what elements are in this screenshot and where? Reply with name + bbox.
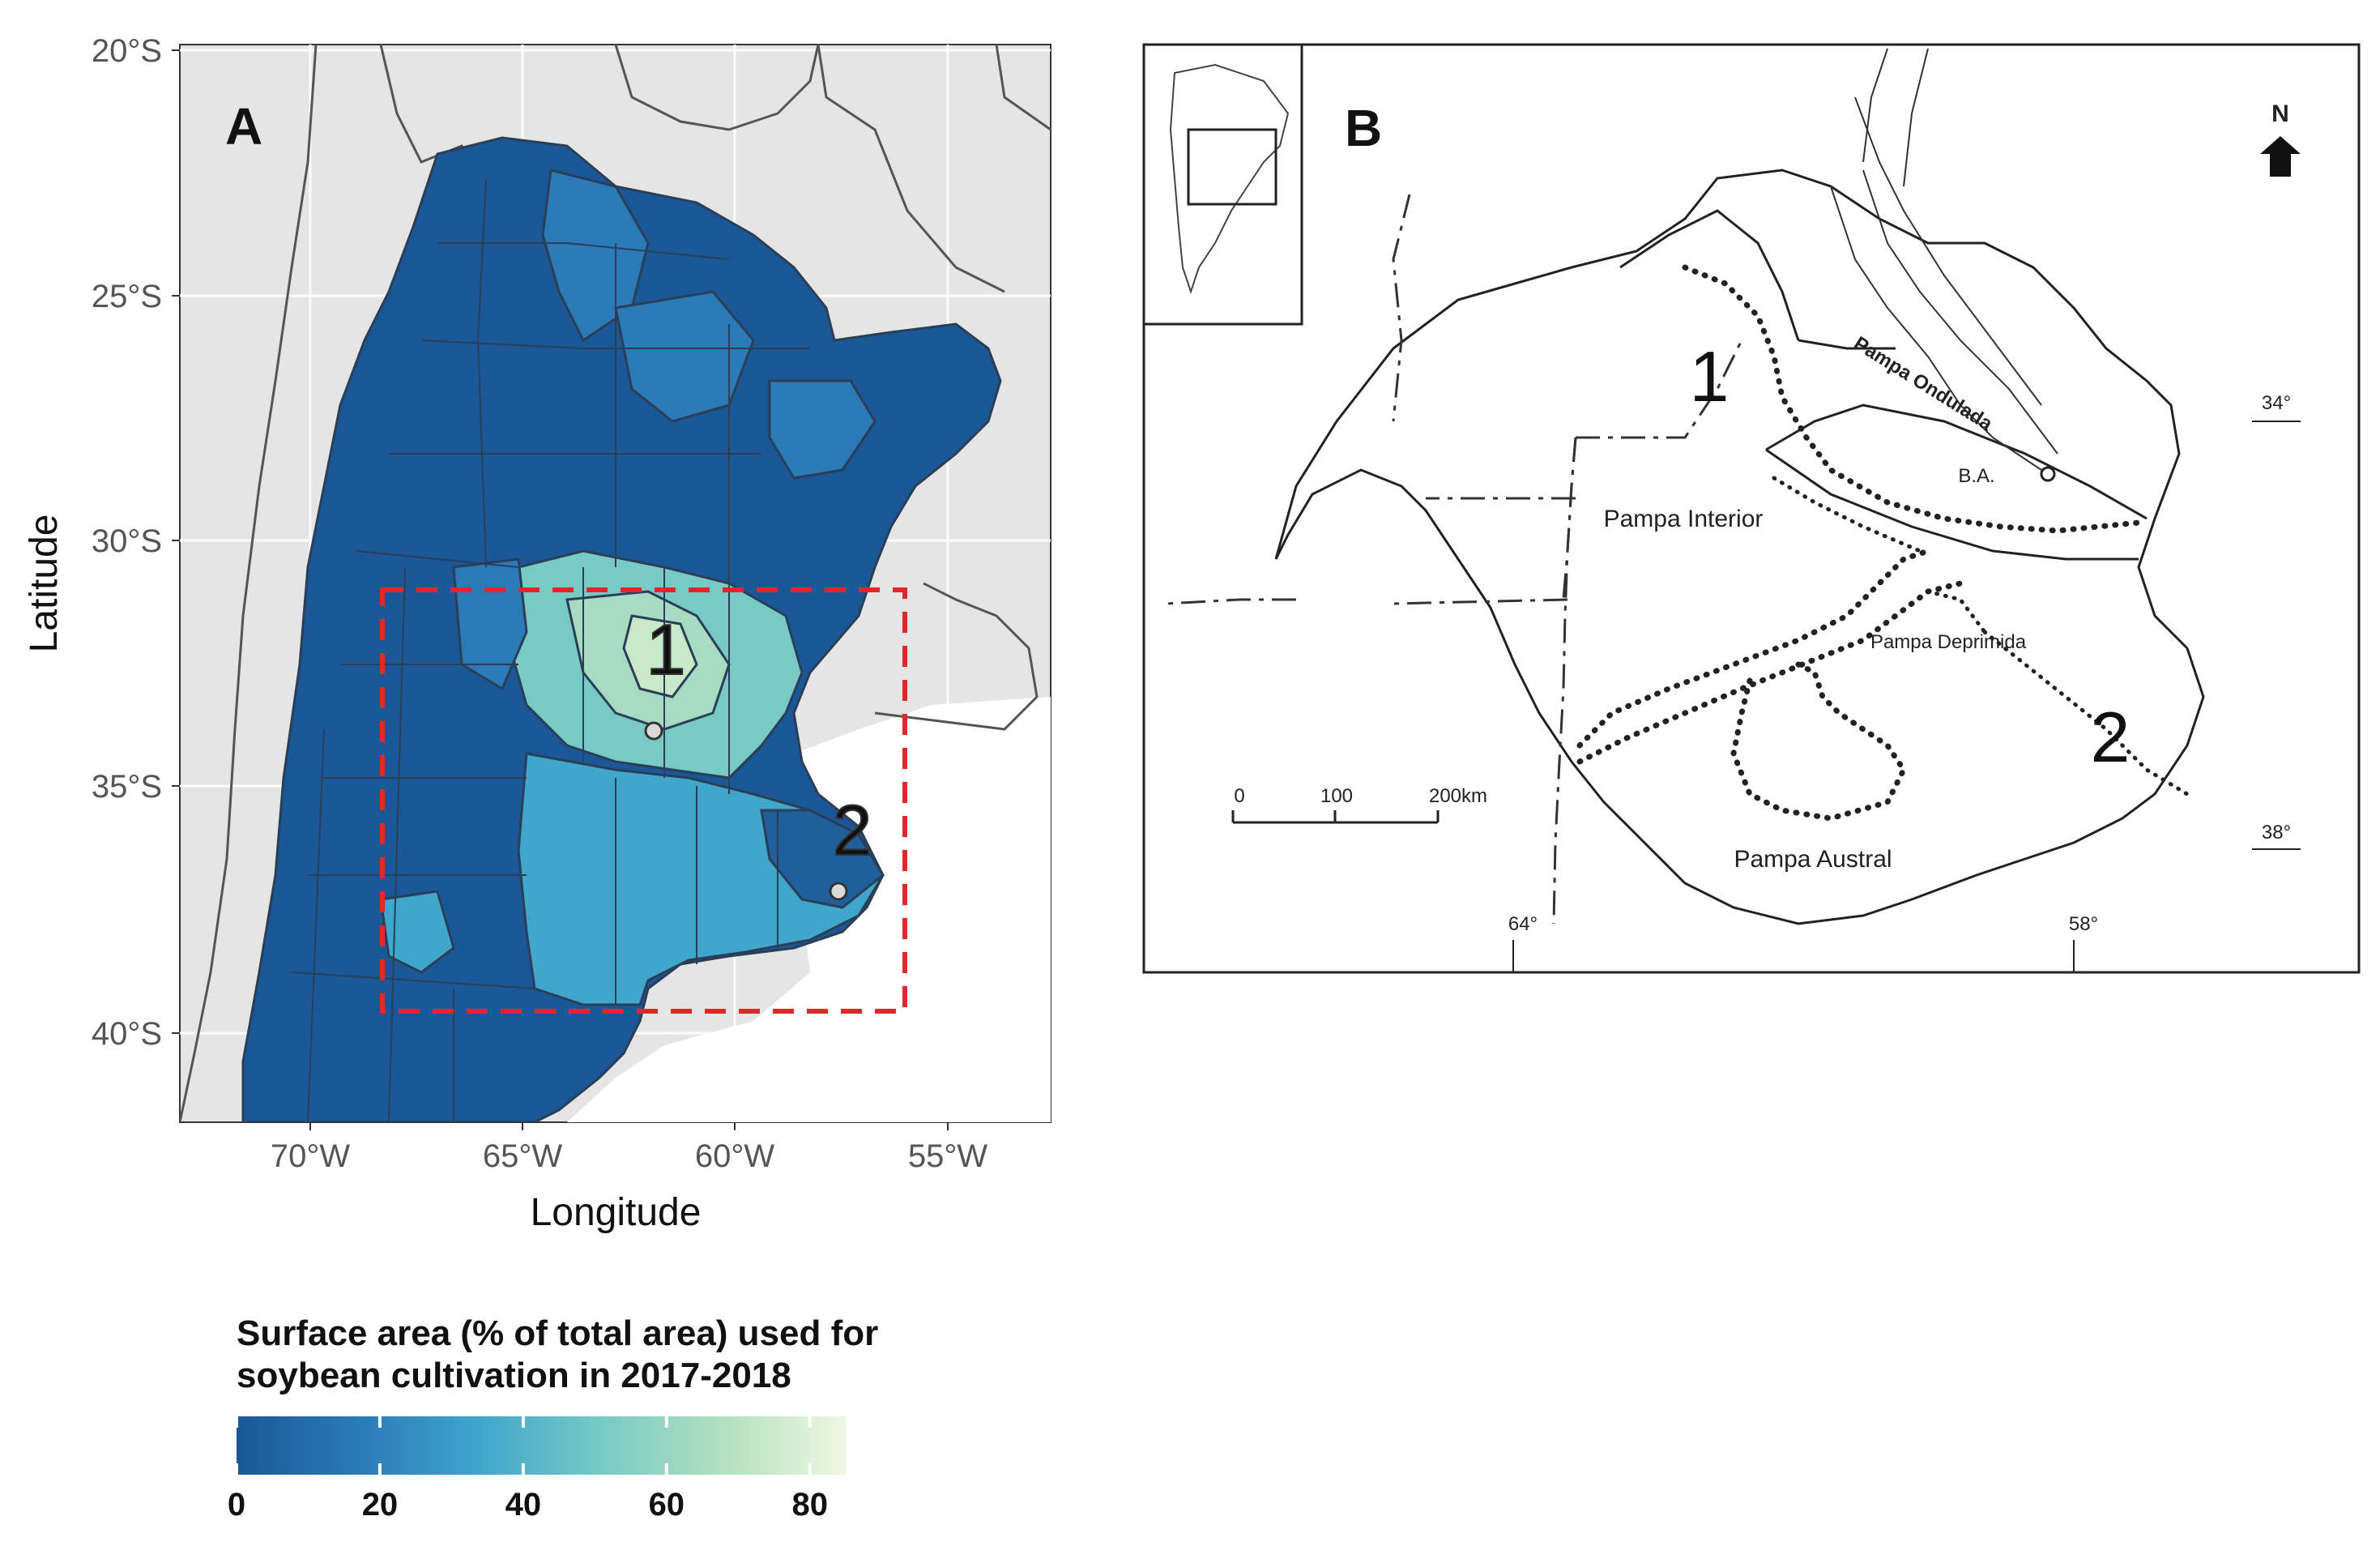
inset-locator-box <box>1187 128 1277 206</box>
panel-a-x-tick-labels: 70°W 65°W 60°W 55°W <box>271 1138 987 1174</box>
legend-tick-label: 20 <box>362 1487 399 1523</box>
north-arrow-icon <box>2260 136 2301 177</box>
inset-frame <box>1144 45 1303 326</box>
north-label: N <box>2271 100 2289 127</box>
scale-bar: 0 100 200km <box>1231 785 1487 824</box>
province-corrientes <box>768 379 877 480</box>
sub-region-fine-dotted <box>1772 476 2190 796</box>
city-label: B.A. <box>1958 465 1994 487</box>
panel-b-site-1-label: 1 <box>1690 336 1730 416</box>
y-tick-label: 40°S <box>92 1016 162 1052</box>
panel-b-frame <box>1142 43 2361 974</box>
inset-map <box>1144 45 1303 326</box>
y-tick-label: 30°S <box>92 523 162 559</box>
legend-tick-labels: 0 20 40 60 80 <box>228 1487 828 1523</box>
province-cordoba-west <box>452 557 528 691</box>
scale-tick-label: 100 <box>1320 785 1353 807</box>
inset-country-outline <box>1169 63 1290 295</box>
province-core-lightest <box>622 614 698 698</box>
province-west-mid <box>379 890 455 974</box>
panel-a-site-1-label: 1 <box>646 609 686 690</box>
legend-title-line-1: Surface area (% of total area) used for <box>237 1313 878 1353</box>
panel-b: B N 1 2 Pampa Ondulada Pampa Interior Pa… <box>1142 43 2361 974</box>
lat-label: 34° <box>2262 392 2291 414</box>
x-tick-label: 65°W <box>483 1138 562 1174</box>
scale-tick-label: 0 <box>1234 785 1244 807</box>
legend-title-line-2: soybean cultivation in 2017-2018 <box>237 1356 791 1395</box>
pampa-boundaries <box>1274 169 2205 925</box>
x-tick-label: 55°W <box>908 1138 987 1174</box>
site-2-marker <box>829 882 848 901</box>
x-tick-label: 60°W <box>695 1138 774 1174</box>
site-1-marker <box>644 721 663 741</box>
rivers <box>1830 48 2058 471</box>
lon-label: 64° <box>1508 913 1538 935</box>
north-arrow: N <box>2260 100 2301 177</box>
legend-tick-label: 0 <box>228 1487 245 1523</box>
panel-b-letter: B <box>1345 99 1382 157</box>
political-borders <box>1166 194 1743 925</box>
argentina-choropleth <box>241 136 1002 1122</box>
province-band-north <box>541 169 650 343</box>
study-area-box <box>380 587 907 1014</box>
legend: Surface area (% of total area) used for … <box>228 1313 878 1523</box>
region-pampa-interior: Pampa Interior <box>1604 506 1764 532</box>
panel-a-letter: A <box>225 97 262 156</box>
y-tick-label: 25°S <box>92 279 162 314</box>
y-tick-label: 35°S <box>92 769 162 805</box>
region-pampa-austral: Pampa Austral <box>1734 846 1892 873</box>
x-tick-label: 70°W <box>271 1138 350 1174</box>
panel-a: 1 2 A 20°S 25°S 30°S 35°S 40°S 70°W 65°W… <box>23 33 1051 1234</box>
lon-label: 58° <box>2069 913 2098 935</box>
legend-tick-marks <box>235 1416 812 1475</box>
city-marker <box>2040 466 2056 482</box>
y-tick-label: 20°S <box>92 33 162 69</box>
scale-tick-label: 200km <box>1429 785 1487 807</box>
x-axis-title: Longitude <box>531 1191 702 1234</box>
region-pampa-deprimida: Pampa Deprimida <box>1870 631 2027 653</box>
panel-a-y-tick-labels: 20°S 25°S 30°S 35°S 40°S <box>92 33 162 1052</box>
province-east-dark <box>760 809 885 909</box>
legend-colorbar <box>237 1416 846 1475</box>
lat-label: 38° <box>2262 822 2291 843</box>
legend-tick-label: 60 <box>649 1487 685 1523</box>
sub-region-dotted-boundaries <box>1576 264 2142 822</box>
y-axis-title: Latitude <box>23 515 66 653</box>
panel-a-axis-ticks <box>172 49 949 1130</box>
legend-tick-label: 80 <box>792 1487 829 1523</box>
panel-a-site-2-label: 2 <box>833 790 872 870</box>
panel-b-site-2-label: 2 <box>2091 697 2130 777</box>
legend-tick-label: 40 <box>505 1487 542 1523</box>
